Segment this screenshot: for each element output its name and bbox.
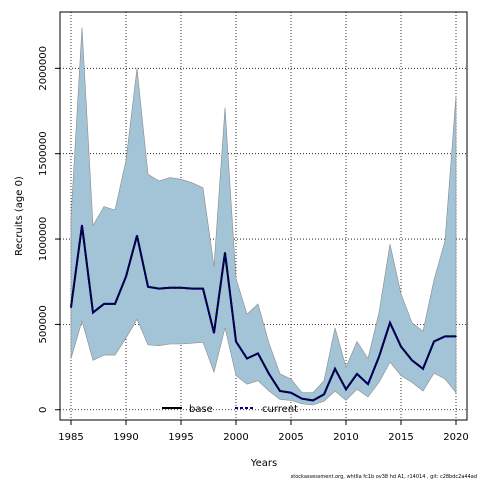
confidence-band xyxy=(70,27,457,406)
x-tick-label: 2005 xyxy=(278,432,303,443)
data-point-current xyxy=(235,340,237,343)
data-point-current xyxy=(411,359,413,362)
data-point-current xyxy=(301,397,303,400)
data-point-current xyxy=(444,335,446,338)
data-point-current xyxy=(180,286,182,289)
x-tick-label: 2020 xyxy=(443,432,468,443)
data-point-current xyxy=(147,286,149,288)
data-point-current xyxy=(81,224,83,227)
y-axis-title: Recruits (age 0) xyxy=(14,176,25,256)
data-point-current xyxy=(345,388,347,391)
x-tick-label: 2010 xyxy=(333,432,358,443)
x-tick-label: 2015 xyxy=(388,432,413,443)
x-axis: 1985 1990 1995 2000 2005 2010 2015 2020 xyxy=(58,420,469,443)
data-point-current xyxy=(378,356,380,358)
data-point-current xyxy=(389,321,391,324)
legend: base current xyxy=(162,404,298,415)
x-tick-label: 2000 xyxy=(223,432,248,443)
data-point-current xyxy=(92,311,94,314)
data-point-current xyxy=(433,340,435,343)
x-tick-label: 1985 xyxy=(58,432,83,443)
data-point-current xyxy=(290,391,292,394)
x-tick-label: 1995 xyxy=(168,432,193,443)
series-line-current xyxy=(70,225,456,402)
data-point-current xyxy=(323,393,325,396)
data-point-current xyxy=(213,332,215,334)
legend-label-current: current xyxy=(262,404,298,415)
data-point-current xyxy=(279,390,281,392)
data-point-current xyxy=(268,373,270,375)
data-point-current xyxy=(422,367,424,370)
data-point-current xyxy=(169,286,171,289)
data-point-current xyxy=(158,287,160,290)
x-tick-label: 1990 xyxy=(113,432,138,443)
y-tick-label: 1000000 xyxy=(38,217,49,262)
data-point-current xyxy=(356,373,358,375)
y-tick-label: 0 xyxy=(38,407,49,413)
data-point-current xyxy=(136,234,138,237)
data-point-current xyxy=(400,345,402,348)
y-tick-label: 500000 xyxy=(38,305,49,343)
footer-note: stockassessment.org, whtIIa fc1b ov38 hd… xyxy=(291,474,477,480)
data-points xyxy=(70,224,457,402)
data-point-current xyxy=(257,352,259,355)
data-point-current xyxy=(312,399,314,402)
data-point-current xyxy=(224,251,226,254)
data-point-current xyxy=(334,367,336,370)
data-point-current xyxy=(202,287,204,290)
plot-frame xyxy=(59,11,468,421)
data-point-current xyxy=(125,275,127,278)
y-axis: 0 500000 1000000 1500000 2000000 xyxy=(38,46,60,413)
x-axis-title: Years xyxy=(250,458,277,469)
data-point-current xyxy=(114,303,116,305)
series-lines xyxy=(70,225,456,402)
legend-label-base: base xyxy=(189,404,213,415)
data-point-current xyxy=(455,335,457,338)
data-point-current xyxy=(191,287,193,290)
data-point-current xyxy=(103,303,105,305)
data-point-current xyxy=(70,306,72,309)
confidence-band-area xyxy=(70,27,457,406)
y-tick-label: 1500000 xyxy=(38,131,49,176)
data-point-current xyxy=(246,357,248,360)
data-point-current xyxy=(367,383,369,385)
y-tick-label: 2000000 xyxy=(38,46,49,91)
